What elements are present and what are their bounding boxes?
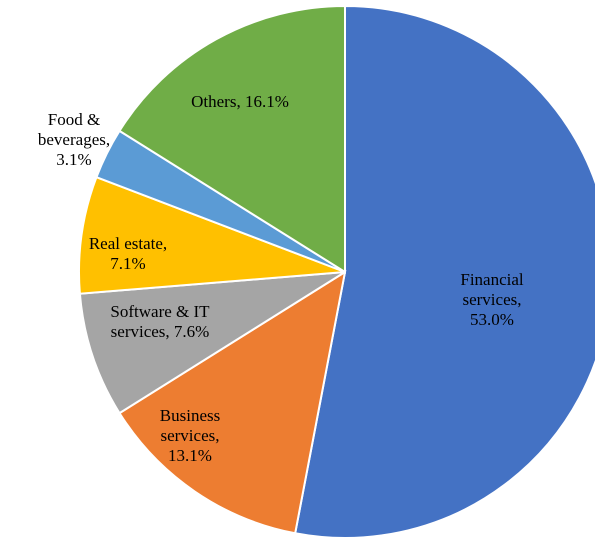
data-label: Food & beverages, 3.1% xyxy=(37,110,111,169)
data-label: Others, 16.1% xyxy=(191,92,289,111)
pie-slice xyxy=(293,4,595,538)
data-label: Business services, 13.1% xyxy=(159,406,221,465)
pie-slice xyxy=(78,271,346,415)
pie-slice xyxy=(118,4,346,274)
data-label: Real estate, 7.1% xyxy=(88,234,168,273)
data-label: Financial services, 53.0% xyxy=(460,270,524,329)
pie-slice xyxy=(78,175,346,295)
data-label: Software & IT services, 7.6% xyxy=(110,302,210,341)
pie-slice xyxy=(118,269,347,535)
